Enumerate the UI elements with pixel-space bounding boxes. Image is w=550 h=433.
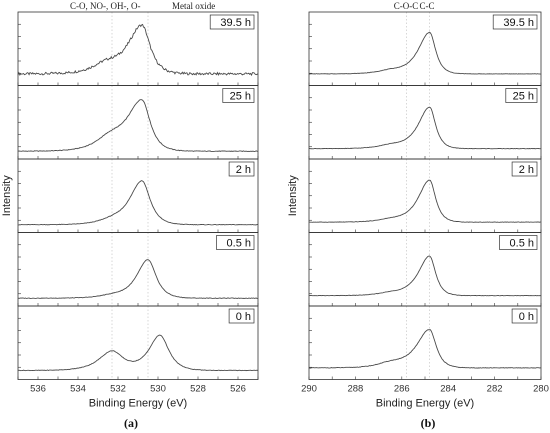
- spectrum-line: [17, 23, 259, 77]
- figure-caption: (b): [421, 416, 436, 430]
- spectrum-line: [17, 259, 259, 299]
- spectrum-line: [17, 99, 259, 152]
- x-tick-label: 534: [70, 384, 86, 395]
- spectrum-line: [308, 106, 542, 150]
- panel-frame: [17, 85, 259, 160]
- panel-2-h: 2 h: [308, 158, 542, 233]
- panel-label-box: [228, 161, 255, 177]
- panel-label-box: [511, 161, 538, 177]
- spectrum-line: [17, 334, 259, 372]
- panel-label: 25 h: [230, 91, 251, 103]
- chart-b: 39.5 h 25 h 2 h 0.5 h 0 h 290 288 286 284 282 280 B…: [287, 1, 549, 430]
- x-tick-label: 286: [394, 384, 410, 395]
- panel-label-box: [499, 235, 538, 250]
- spectrum-line: [309, 31, 542, 75]
- x-tick-label: 528: [190, 384, 206, 395]
- x-tick-label: 526: [230, 384, 246, 395]
- x-axis-label: Binding Energy (eV): [89, 398, 187, 410]
- panel-label-box: [228, 308, 255, 324]
- panel-label: 0.5 h: [510, 238, 534, 250]
- figure-caption: (a): [124, 416, 138, 430]
- panel-label: 0 h: [519, 311, 534, 323]
- y-axis-label: Intensity: [287, 175, 299, 216]
- annotation-label: C-C: [419, 1, 434, 11]
- panel-0-5-h: 0.5 h: [308, 232, 542, 307]
- panel-label-box: [222, 88, 255, 103]
- panel-label: 25 h: [513, 91, 534, 103]
- panel-0-h: 0 h: [17, 305, 259, 380]
- x-tick-label: 282: [487, 384, 503, 395]
- panel-label: 2 h: [236, 164, 251, 176]
- panel-0-5-h: 0.5 h: [17, 232, 259, 307]
- annotation-label: C-O, NO-, OH-, O-: [70, 1, 141, 11]
- panel-frame: [17, 305, 259, 380]
- spectrum-line: [17, 180, 259, 226]
- panel-label: 0.5 h: [227, 238, 251, 250]
- panel-label: 39.5 h: [503, 17, 534, 29]
- x-tick-label: 536: [30, 384, 46, 395]
- x-tick-label: 530: [150, 384, 166, 395]
- panel-label-box: [505, 88, 538, 103]
- panel-label: 39.5 h: [220, 17, 251, 29]
- panel-label-box: [492, 14, 538, 30]
- x-tick-label: 532: [110, 384, 126, 395]
- panel-label-box: [216, 235, 255, 250]
- panel-label: 0 h: [236, 311, 251, 323]
- y-axis-label: Intensity: [1, 175, 13, 216]
- annotation-label: C-O-C: [394, 1, 419, 11]
- panel-2-h: 2 h: [17, 158, 259, 233]
- panel-25-h: 25 h: [17, 85, 259, 160]
- panel-frame: [308, 305, 542, 380]
- x-tick-label: 284: [440, 384, 456, 395]
- panel-label-box: [511, 308, 538, 324]
- annotation-label: Metal oxide: [172, 1, 215, 11]
- panel-label: 2 h: [519, 164, 534, 176]
- chart-a: 39.5 h 25 h 2 h 0.5 h 0 h 536 534 532 530 528 526 B…: [1, 1, 259, 430]
- panel-frame: [17, 158, 259, 233]
- panel-25-h: 25 h: [308, 85, 542, 160]
- x-tick-label: 280: [533, 384, 549, 395]
- panel-0-h: 0 h: [308, 305, 542, 380]
- spectrum-line: [308, 329, 542, 369]
- x-tick-label: 288: [347, 384, 363, 395]
- spectrum-line: [308, 179, 542, 223]
- spectrum-line: [308, 255, 542, 297]
- panel-label-box: [209, 14, 255, 30]
- panel-39-5-h: 39.5 h: [17, 11, 259, 86]
- x-tick-label: 290: [301, 384, 317, 395]
- panel-39-5-h: 39.5 h: [308, 11, 542, 86]
- x-axis-label: Binding Energy (eV): [376, 398, 474, 410]
